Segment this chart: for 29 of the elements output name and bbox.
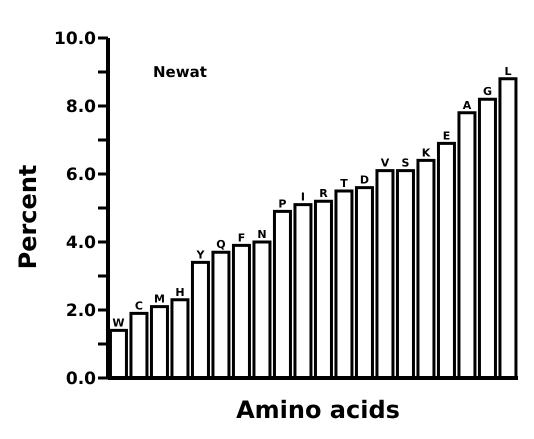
x-tick-label: T bbox=[340, 177, 348, 190]
annotation: Newat bbox=[153, 63, 207, 81]
y-tick-label: 0.0 bbox=[66, 369, 96, 390]
x-tick-label: P bbox=[278, 197, 286, 210]
y-tick-label: 8.0 bbox=[66, 97, 96, 118]
x-tick-label: N bbox=[257, 228, 267, 241]
x-tick-label: H bbox=[175, 286, 185, 299]
x-tick-label: A bbox=[462, 98, 472, 112]
x-tick-label: K bbox=[422, 146, 431, 160]
y-tick-label: 6.0 bbox=[66, 165, 96, 186]
y-tick-label: 4.0 bbox=[66, 233, 96, 254]
x-tick-label: I bbox=[300, 190, 306, 204]
x-tick-label: C bbox=[134, 299, 143, 312]
x-tick-label: Y bbox=[195, 248, 206, 262]
x-tick-label: F bbox=[238, 231, 246, 244]
x-tick-label: L bbox=[504, 64, 512, 78]
x-tick-label: Q bbox=[216, 238, 226, 252]
x-tick-label: D bbox=[360, 174, 370, 187]
y-tick-label: 2.0 bbox=[66, 301, 96, 322]
x-tick-label: E bbox=[442, 129, 450, 142]
y-tick-label: 10.0 bbox=[54, 29, 96, 50]
x-tick-label: V bbox=[380, 156, 390, 170]
x-tick-label: M bbox=[154, 292, 165, 306]
x-tick-label: W bbox=[112, 316, 125, 330]
x-axis-title: Amino acids bbox=[235, 396, 401, 424]
x-tick-label: R bbox=[319, 187, 328, 200]
x-tick-label: S bbox=[401, 156, 410, 170]
x-tick-label: G bbox=[482, 85, 492, 98]
y-axis-title: Percent bbox=[14, 164, 42, 272]
